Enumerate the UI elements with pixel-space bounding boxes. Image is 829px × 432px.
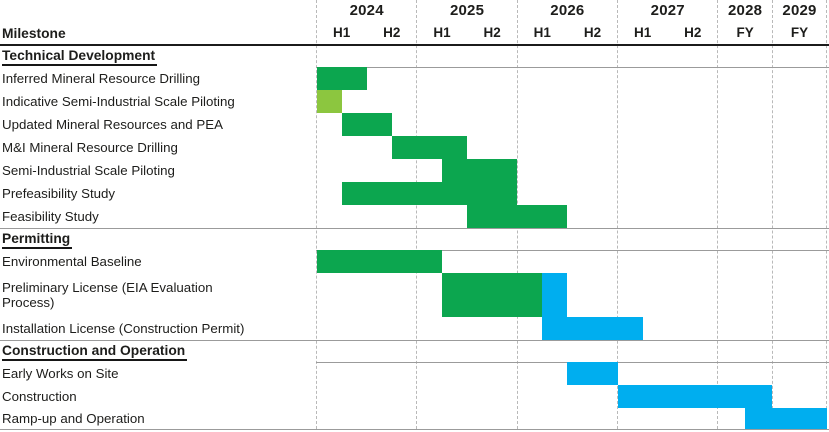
task-label-line: M&I Mineral Resource Drilling [2, 140, 178, 155]
dashed-gridline [717, 0, 719, 429]
section-underline-chart [316, 67, 829, 68]
period-label: H2 [483, 25, 501, 40]
task-label: M&I Mineral Resource Drilling [2, 136, 178, 159]
task-label: Preliminary License (EIA Evaluation Proce… [2, 273, 213, 317]
dashed-gridline [617, 0, 619, 429]
year-label: 2029 [782, 2, 817, 19]
section-row: Technical Development [2, 45, 158, 66]
task-label: Semi-Industrial Scale Piloting [2, 159, 175, 182]
task-label: Environmental Baseline [2, 250, 142, 273]
task-label-line: Feasibility Study [2, 209, 99, 224]
gantt-bar [542, 273, 568, 317]
period-label: H1 [533, 25, 551, 40]
gantt-bar [542, 317, 643, 340]
period-label: H1 [634, 25, 652, 40]
dashed-gridline [771, 0, 773, 429]
dashed-gridline [826, 0, 828, 429]
section-title: Technical Development [2, 48, 158, 66]
task-label-line: Environmental Baseline [2, 254, 142, 269]
period-label: H1 [332, 25, 351, 40]
task-label-line: Prefeasibility Study [2, 186, 116, 201]
gantt-bar [316, 250, 442, 273]
milestone-header: Milestone [2, 26, 66, 41]
period-label: FY [736, 25, 754, 40]
task-label: Ramp-up and Operation [2, 408, 145, 429]
task-label: Installation License (Construction Permi… [2, 317, 244, 340]
section-top-divider [0, 228, 829, 229]
section-title: Construction and Operation [2, 343, 188, 361]
period-label: H1 [433, 25, 451, 40]
task-label: Indicative Semi-Industrial Scale Pilotin… [2, 90, 235, 113]
section-row: Permitting [2, 228, 73, 249]
gantt-bar [467, 205, 568, 228]
task-label-line: Updated Mineral Resources and PEA [2, 117, 223, 132]
dashed-gridline [316, 0, 317, 429]
gantt-bar [316, 90, 342, 113]
section-underline-chart [316, 250, 829, 251]
gantt-bar [617, 385, 773, 408]
task-label-line: Preliminary License (EIA Evaluation [2, 280, 213, 295]
year-label: 2026 [550, 2, 585, 19]
header-divider [0, 44, 829, 46]
task-label-line: Ramp-up and Operation [2, 411, 145, 426]
gantt-bar [341, 182, 518, 205]
task-label: Inferred Mineral Resource Drilling [2, 67, 200, 90]
year-label: 2025 [449, 2, 485, 19]
year-label: 2028 [728, 2, 763, 19]
gantt-bar [391, 136, 468, 159]
gantt-bar [441, 159, 518, 182]
year-label: 2024 [349, 2, 384, 19]
task-label-line: Semi-Industrial Scale Piloting [2, 163, 175, 178]
task-label: Prefeasibility Study [2, 182, 115, 205]
task-label: Feasibility Study [2, 205, 99, 228]
gantt-bar [341, 113, 392, 136]
task-label: Updated Mineral Resources and PEA [2, 113, 223, 136]
gantt-bar [567, 362, 618, 385]
period-label: H2 [583, 25, 602, 40]
task-label: Early Works on Site [2, 362, 119, 385]
section-title: Permitting [2, 231, 73, 249]
period-label: FY [790, 25, 809, 40]
dashed-gridline [416, 0, 418, 429]
period-label: H2 [684, 25, 702, 40]
gantt-bar [745, 408, 827, 429]
gantt-bar [441, 273, 543, 317]
gantt-bar [316, 67, 367, 90]
section-row: Construction and Operation [2, 340, 188, 361]
task-label-line: Indicative Semi-Industrial Scale Pilotin… [2, 94, 235, 109]
task-label: Construction [2, 385, 77, 408]
bottom-border [0, 429, 829, 430]
year-label: 2027 [650, 2, 685, 19]
section-top-divider [0, 340, 829, 341]
task-label-line: Early Works on Site [2, 366, 119, 381]
task-label-line: Process) [2, 295, 55, 310]
task-label-line: Installation License (Construction Permi… [2, 321, 245, 336]
task-label-line: Construction [2, 389, 77, 404]
task-label-line: Inferred Mineral Resource Drilling [2, 71, 201, 86]
period-label: H2 [383, 25, 401, 40]
